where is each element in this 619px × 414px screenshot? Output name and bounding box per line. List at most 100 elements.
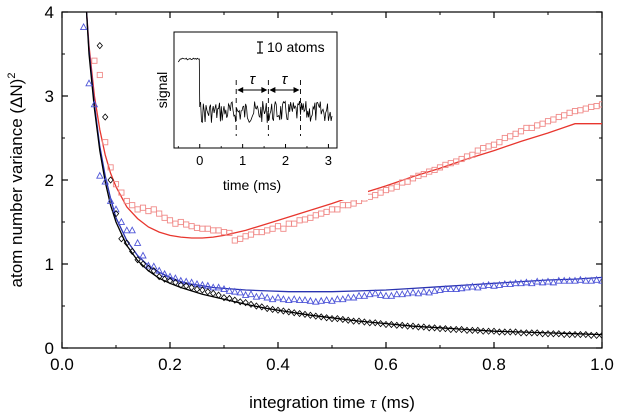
data-point-square	[534, 122, 541, 129]
data-point-triangle	[241, 290, 250, 298]
data-point-diamond	[156, 272, 163, 281]
data-point-diamond	[264, 304, 271, 313]
data-point-triangle	[371, 289, 379, 297]
data-point-diamond	[296, 309, 303, 318]
data-point-diamond	[496, 328, 503, 336]
data-point-square	[323, 208, 330, 215]
data-point-triangle	[252, 292, 261, 300]
data-point-diamond	[366, 319, 373, 327]
x-tick-label: 1.0	[590, 355, 614, 374]
data-point-triangle	[144, 261, 153, 269]
data-point-square	[404, 178, 411, 185]
data-point-diamond	[571, 330, 579, 339]
data-point-square	[485, 143, 492, 150]
data-point-diamond	[145, 264, 152, 272]
data-point-square	[512, 130, 519, 137]
data-point-diamond	[517, 329, 525, 337]
data-point-diamond	[539, 330, 546, 338]
data-point-triangle	[101, 177, 109, 185]
inset-y-axis-title: signal	[154, 72, 170, 109]
data-point-square	[253, 229, 260, 236]
data-point-triangle	[484, 280, 493, 288]
data-point-triangle	[339, 295, 347, 303]
data-point-square	[480, 145, 487, 152]
data-point-triangle	[112, 205, 120, 213]
data-point-diamond	[118, 235, 125, 243]
scale-bar-label: 10 atoms	[267, 39, 325, 55]
data-point-diamond	[280, 307, 287, 315]
inset-signal-trace	[177, 57, 333, 124]
data-point-diamond	[107, 176, 114, 184]
data-point-triangle	[387, 291, 396, 299]
data-point-square	[129, 202, 136, 209]
data-point-diamond	[188, 283, 195, 292]
data-point-diamond	[350, 317, 357, 325]
data-point-diamond	[593, 331, 600, 340]
main-plot: 0.0 0.2 0.4 0.6 0.8 1.0 0 1 2 3 4	[45, 3, 614, 374]
data-point-triangle	[544, 277, 552, 285]
data-point-triangle	[528, 279, 536, 287]
data-point-square	[242, 233, 249, 240]
data-point-square	[555, 113, 562, 121]
data-point-diamond	[204, 288, 211, 296]
data-point-diamond	[102, 113, 109, 121]
data-point-square	[328, 206, 336, 213]
data-point-triangle	[171, 274, 180, 282]
data-point-diamond	[258, 303, 265, 311]
data-point-diamond	[474, 326, 481, 334]
fit-curve-1	[85, 12, 602, 293]
data-point-diamond	[598, 331, 602, 340]
data-point-diamond	[112, 209, 120, 218]
data-point-diamond	[372, 319, 379, 327]
data-point-triangle	[366, 290, 374, 298]
data-point-triangle	[177, 276, 185, 284]
data-point-square	[523, 124, 530, 131]
data-point-triangle	[501, 280, 509, 288]
data-point-diamond	[210, 289, 217, 298]
data-point-triangle	[258, 291, 266, 299]
data-point-diamond	[285, 308, 292, 316]
data-point-square	[588, 103, 595, 110]
tau-label: τ	[249, 71, 256, 88]
data-point-triangle	[349, 293, 358, 301]
data-point-diamond	[463, 326, 471, 334]
inset-x-axis-title: time (ms)	[223, 177, 281, 193]
data-point-diamond	[199, 286, 206, 294]
data-point-triangle	[106, 196, 115, 204]
data-point-triangle	[441, 285, 450, 293]
data-point-diamond	[301, 310, 309, 319]
data-point-square	[388, 185, 395, 192]
data-point-square	[247, 231, 255, 238]
data-point-triangle	[474, 283, 482, 291]
data-point-diamond	[544, 330, 552, 338]
data-point-square	[377, 189, 384, 196]
data-point-triangle	[495, 280, 504, 288]
inset-scale-bar: 10 atoms	[257, 39, 325, 55]
data-point-triangle	[123, 226, 131, 234]
data-point-diamond	[436, 325, 444, 333]
fit-curve-0	[85, 12, 602, 239]
data-point-triangle	[538, 278, 547, 286]
data-point-diamond	[166, 277, 174, 285]
data-point-triangle	[517, 279, 525, 287]
data-point-square	[318, 210, 325, 217]
data-point-triangle	[139, 251, 147, 259]
data-point-diamond	[582, 330, 589, 339]
data-point-square	[258, 229, 265, 236]
data-point-diamond	[480, 327, 487, 335]
data-point-square	[350, 200, 357, 207]
data-point-diamond	[150, 267, 157, 275]
data-point-triangle	[511, 279, 520, 287]
data-point-triangle	[571, 276, 579, 284]
axis-ticks	[61, 11, 603, 349]
y-tick-label: 0	[45, 339, 54, 358]
data-point-square	[469, 151, 476, 158]
data-point-triangle	[301, 295, 309, 303]
y-tick-label: 4	[45, 3, 54, 22]
x-tick-label: 0.0	[50, 355, 74, 374]
inset-x-tick-label: 2	[282, 153, 289, 168]
x-axis-title: integration time τ (ms)	[249, 393, 415, 412]
data-point-square	[112, 181, 120, 188]
data-point-diamond	[237, 298, 244, 306]
